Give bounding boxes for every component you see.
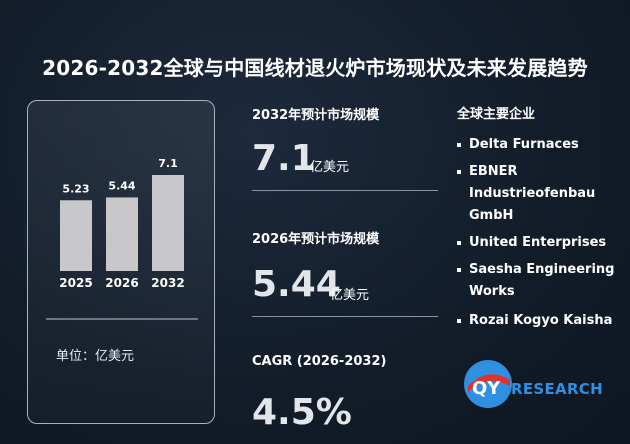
- bar-2026: [106, 197, 138, 271]
- cagr-label: CAGR (2026-2032): [252, 354, 387, 369]
- company-item: Delta Furnaces: [457, 134, 619, 156]
- company-item: Saesha Engineering Works: [457, 259, 619, 303]
- value-label-2026: 5.44: [108, 179, 135, 192]
- forecast-2026-label: 2026年预计市场规模: [252, 232, 380, 247]
- company-item: EBNER Industrieofenbau GmbH: [457, 161, 619, 227]
- divider: [252, 316, 438, 317]
- bullet-icon: [457, 241, 461, 245]
- chart-card: 5.23 2025 5.44 2026 7.1 2032 单位：亿美元: [27, 100, 215, 424]
- value-label-2032: 7.1: [158, 157, 178, 170]
- cagr-value: 4.5%: [252, 392, 352, 433]
- forecast-2032-unit: 亿美元: [310, 160, 350, 175]
- company-item: United Enterprises: [457, 232, 619, 254]
- bullet-icon: [457, 143, 461, 147]
- category-label-2032: 2032: [151, 276, 184, 290]
- chart-unit-label: 单位：亿美元: [56, 349, 135, 364]
- logo-globe-icon: QY: [464, 360, 512, 408]
- forecast-2032-value: 7.1: [252, 138, 316, 179]
- value-label-2025: 5.23: [62, 182, 89, 195]
- divider: [252, 190, 438, 191]
- logo-letters: QY: [472, 378, 501, 399]
- bar-chart: 5.23 2025 5.44 2026 7.1 2032: [46, 157, 198, 320]
- bullet-icon: [457, 268, 461, 272]
- category-label-2025: 2025: [59, 276, 92, 290]
- category-label-2026: 2026: [105, 276, 138, 290]
- forecast-2032-label: 2032年预计市场规模: [252, 108, 380, 123]
- logo-text: RESEARCH: [511, 380, 603, 398]
- bar-2032: [152, 175, 184, 271]
- companies-title: 全球主要企业: [457, 107, 536, 122]
- forecast-2026-value: 5.44: [252, 264, 341, 305]
- bullet-icon: [457, 170, 461, 174]
- forecast-2026-unit: 亿美元: [330, 288, 370, 303]
- page-title: 2026-2032全球与中国线材退火炉市场现状及未来发展趋势: [42, 56, 588, 80]
- bar-2025: [60, 200, 92, 271]
- bullet-icon: [457, 319, 461, 323]
- company-item: Rozai Kogyo Kaisha: [457, 310, 619, 332]
- qyresearch-logo: QY RESEARCH: [460, 356, 610, 412]
